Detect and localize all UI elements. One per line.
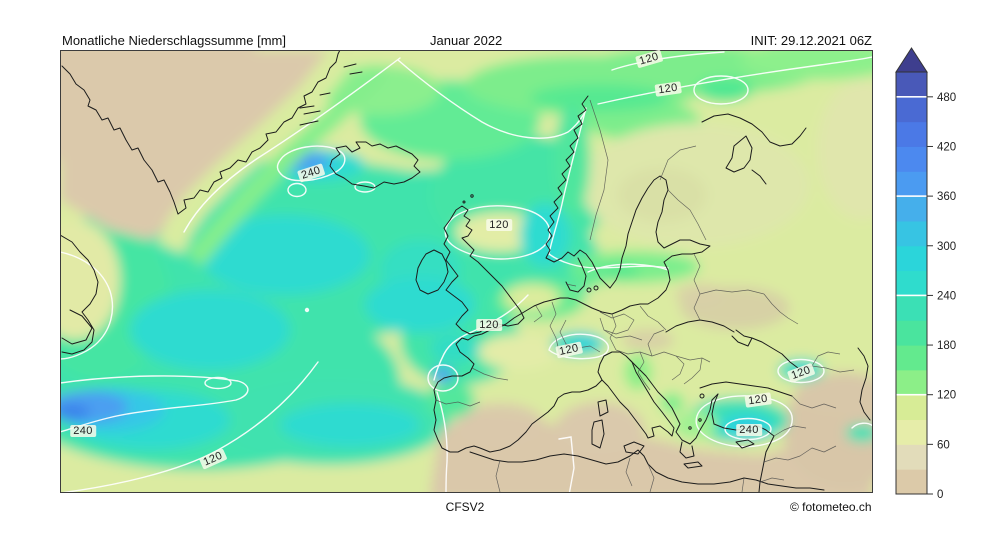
- coastline-greenland-east: [177, 51, 341, 215]
- coastline-corsica: [597, 399, 609, 417]
- colorbar-svg: 0 60 120 180 240 300 360 420 480: [895, 47, 956, 501]
- coastline-greenland-west: [61, 65, 179, 215]
- coastline-italy: [597, 351, 675, 439]
- contour-120-caspian: [851, 422, 872, 429]
- copyright-label: © fotometeo.ch: [790, 500, 872, 514]
- colorbar-segment: [896, 419, 927, 445]
- colorbar-level-line: [896, 294, 927, 297]
- contour-240-iceland-small: [287, 182, 307, 198]
- colorbar-level-line: [896, 393, 927, 396]
- coastline-layer: [61, 51, 871, 492]
- colorbar-segment: [896, 320, 927, 346]
- coastline-sicily: [623, 441, 645, 455]
- colorbar-segment: [896, 295, 927, 321]
- colorbar-segment: [896, 270, 927, 296]
- coastline-labrador-newfoundland: [61, 235, 99, 355]
- coastline-sardinia: [591, 419, 605, 449]
- colorbar-tick-label: 420: [937, 141, 956, 153]
- colorbar-tick-label: 360: [937, 191, 956, 203]
- coastline-cyprus: [735, 439, 755, 449]
- coastline-norway: [545, 95, 611, 289]
- coastline-ireland: [415, 249, 449, 295]
- precip-colorbar: 0 60 120 180 240 300 360 420 480: [895, 46, 995, 516]
- colorbar-segment: [896, 369, 927, 396]
- colorbar-tick-label: 120: [937, 390, 956, 402]
- precip-field-layer: [61, 51, 872, 492]
- contour-120-barents-blob: [693, 75, 749, 105]
- coastline-balkans-greece: [629, 359, 719, 469]
- coastline-greenland-fjords: [299, 63, 363, 126]
- colorbar-tick-label: 240: [937, 290, 956, 302]
- coastline-aegean-island-a: [688, 426, 692, 430]
- coastline-north-africa: [469, 449, 825, 491]
- colorbar-segment: [896, 121, 927, 147]
- colorbar-tick-label: 0: [937, 489, 943, 501]
- coastline-baltic: [543, 175, 711, 315]
- colorbar-segment: [896, 245, 927, 272]
- colorbar-segment: [896, 72, 927, 98]
- contour-120-norwegian-sea: [397, 59, 587, 139]
- coastline-shetland: [470, 194, 474, 198]
- contour-120-newfoundland: [61, 251, 114, 360]
- coastline-caspian: [857, 347, 871, 421]
- colorbar-segment: [896, 444, 927, 470]
- contour-120-greenland: [183, 57, 401, 233]
- colorbar-segment: [896, 394, 927, 421]
- contour-0-libya: [558, 436, 575, 492]
- colorbar-segment: [896, 96, 927, 123]
- contour-120-turkey-loop: [695, 395, 793, 448]
- colorbar-segment: [896, 196, 927, 222]
- coastline-france-iberia: [433, 301, 603, 453]
- coastline-zealand: [586, 287, 592, 293]
- contour-240-iceland-loop: [276, 145, 346, 182]
- colorbar-segment: [896, 345, 927, 371]
- map-svg: [61, 51, 872, 492]
- colorbar-segment: [896, 146, 927, 172]
- contour-240-atlantic-sw: [61, 375, 249, 433]
- model-label: CFSV2: [445, 500, 485, 514]
- colorbar-segment: [896, 469, 927, 495]
- colorbar-tick-label: 300: [937, 241, 956, 253]
- colorbar-level-line: [896, 195, 927, 197]
- colorbar-segment: [896, 220, 927, 247]
- colorbar-tick-label: 60: [937, 439, 950, 451]
- colorbar-level-line: [896, 96, 927, 98]
- contour-120-channel-biscay: [433, 294, 529, 381]
- colorbar-border: [895, 71, 928, 495]
- colorbar-arrow: [895, 47, 928, 73]
- colorbar-segment: [896, 171, 927, 197]
- coastline-turkey-levant: [711, 393, 775, 492]
- init-timestamp: INIT: 29.12.2021 06Z: [750, 33, 872, 48]
- colorbar-tick-label: 480: [937, 92, 956, 104]
- coastline-kola-whitesea: [701, 113, 807, 185]
- coastline-orkney: [462, 200, 466, 204]
- contour-240-small-sw: [204, 376, 232, 390]
- contour-120-baltic: [587, 263, 669, 273]
- map-title: Monatliche Niederschlagssumme [mm]: [62, 33, 286, 48]
- colorbar-tick-label: 180: [937, 340, 956, 352]
- contour-120-portugal: [436, 391, 448, 492]
- contour-240-turkey: [724, 417, 772, 441]
- coastline-aegean-island-b: [698, 418, 702, 422]
- coastline-great-britain: [443, 205, 525, 335]
- contour-240-galicia: [427, 364, 459, 392]
- map-canvas: 120 120 240 120 120 120 240 120 120 120 240: [60, 49, 873, 493]
- coastline-iceland: [329, 141, 421, 189]
- contour-dot-atlantic: [304, 307, 310, 313]
- map-period: Januar 2022: [430, 33, 503, 48]
- coastline-marmara: [699, 393, 705, 399]
- coastline-funen: [593, 285, 599, 291]
- contour-120-arctic-b: [597, 56, 872, 105]
- coastline-denmark: [565, 257, 587, 293]
